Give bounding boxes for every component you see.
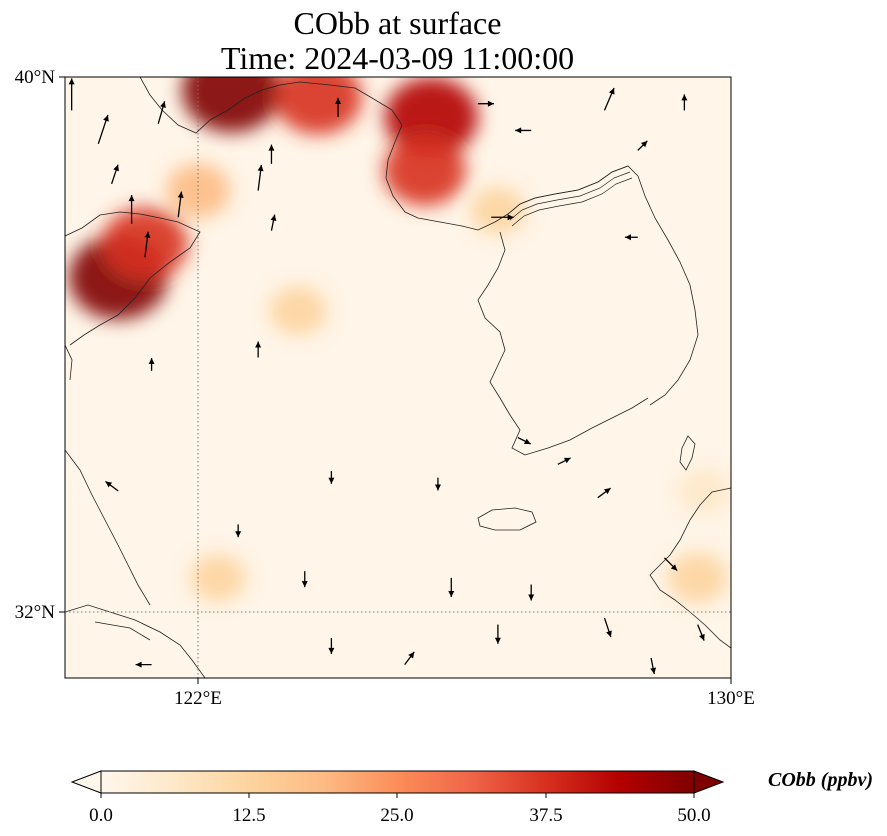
colorbar-tick-4: 50.0 [677,805,710,826]
concentration-plume-11 [470,187,526,234]
wind-arrow-9 [270,214,277,231]
wind-arrow-12 [603,87,615,111]
concentration-plume-0 [182,77,281,133]
wind-arrow-6 [177,191,184,218]
concentration-plume-8 [190,554,246,602]
colorbar-tick-1: 12.5 [232,805,265,826]
wind-arrow-31 [663,557,678,572]
lon-label-130: 130°E [707,688,755,709]
wind-arrow-1 [97,114,109,144]
wind-arrow-26 [235,524,242,538]
colorbar: 0.0 12.5 25.0 37.5 50.0 [70,770,725,826]
map-title: CObb at surface [293,5,502,41]
concentration-plume-3 [383,135,466,206]
wind-arrow-24 [597,487,611,499]
wind-arrow-37 [650,657,657,675]
wind-arrow-20 [328,470,335,484]
wind-arrow-5 [144,231,151,258]
gridlines [65,77,731,678]
colorbar-tick-2: 25.0 [380,805,413,826]
wind-arrow-16 [515,127,532,134]
wind-arrow-25 [105,480,119,492]
wind-arrow-11 [491,214,514,221]
wind-arrow-27 [301,571,308,588]
colorbar-bar [100,770,695,794]
wind-arrow-30 [603,617,612,638]
wind-arrow-32 [697,624,705,641]
colorbar-tick-0: 0.0 [89,805,113,826]
wind-arrow-34 [328,637,335,654]
concentration-plume-2 [384,77,479,157]
wind-arrow-4 [128,195,135,224]
lat-label-32: 32°N [15,602,56,623]
wind-arrow-36 [494,624,501,644]
map-timestamp: Time: 2024-03-09 11:00:00 [220,40,575,76]
wind-arrow-2 [111,164,119,185]
map-frame [64,76,732,679]
wind-arrow-35 [404,651,415,666]
lat-label-40: 40°N [15,67,56,88]
concentration-field [68,77,731,604]
wind-arrow-18 [148,358,155,371]
wind-arrow-21 [434,477,441,491]
colorbar-extend-min [70,770,102,794]
wind-arrow-29 [528,584,535,601]
wind-arrow-19 [255,341,262,358]
wind-arrow-13 [681,94,688,111]
wind-arrow-28 [448,577,455,598]
concentration-plume-7 [269,286,327,336]
colorbar-tick-3: 37.5 [529,805,562,826]
wind-arrow-0 [68,78,75,111]
concentration-plume-5 [102,207,188,281]
wind-vectors [68,78,705,675]
colorbar-extend-max [693,770,725,794]
coastlines [65,77,731,678]
axis-ticks [59,76,732,684]
concentration-plume-9 [668,552,728,604]
concentration-plume-6 [166,163,231,218]
wind-arrow-3 [157,101,166,124]
wind-arrow-22 [517,437,531,445]
wind-arrow-17 [477,100,494,107]
wind-arrow-10 [335,97,342,118]
wind-arrow-8 [268,144,275,164]
wind-arrow-15 [624,234,638,241]
wind-arrow-7 [257,164,264,191]
wind-arrow-14 [637,140,648,151]
concentration-plume-1 [274,77,363,135]
wind-arrow-23 [557,457,571,465]
border-line [507,165,633,227]
wind-arrow-33 [135,661,152,668]
lon-label-122: 122°E [174,688,222,709]
concentration-plume-10 [677,468,731,514]
colorbar-label: CObb (ppbv) [768,769,873,791]
